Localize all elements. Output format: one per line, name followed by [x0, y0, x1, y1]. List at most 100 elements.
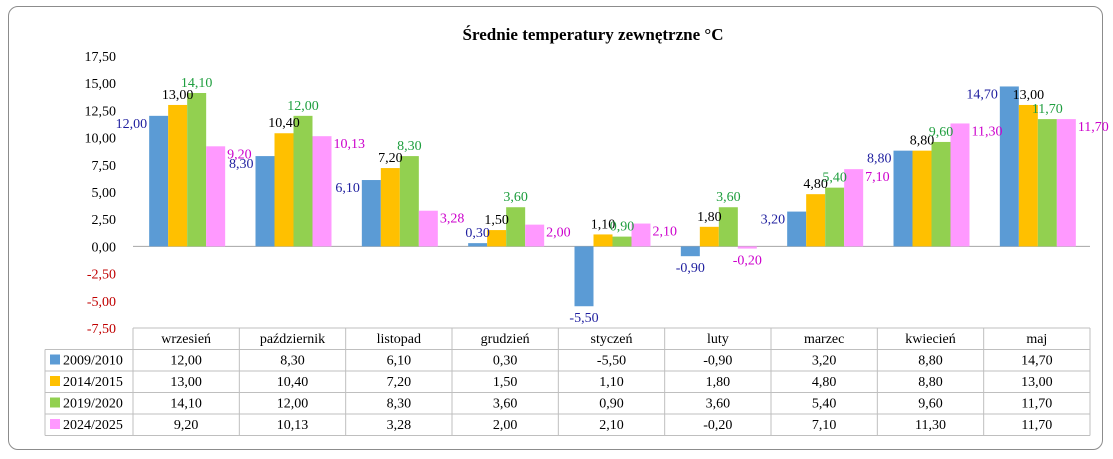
y-tick-label: 2,50 — [92, 213, 117, 228]
bar — [825, 187, 845, 247]
bar — [680, 246, 700, 257]
table-cell: 7,10 — [812, 418, 837, 433]
category-label: styczeń — [591, 332, 633, 347]
bar — [487, 230, 507, 247]
data-label: 10,40 — [268, 116, 300, 131]
data-label: 13,00 — [162, 88, 194, 103]
bar — [312, 136, 332, 247]
data-label: 12,00 — [287, 99, 319, 114]
y-tick-label: -2,50 — [87, 268, 116, 283]
bar — [1037, 119, 1057, 247]
table-cell: 3,28 — [387, 418, 412, 433]
bar — [912, 150, 932, 247]
category-label: maj — [1026, 332, 1047, 347]
table-cell: 2,00 — [493, 418, 518, 433]
data-label: 10,13 — [334, 137, 366, 152]
table-cell: 1,80 — [706, 375, 731, 390]
data-label: 0,90 — [610, 220, 635, 235]
table-cell: 3,60 — [493, 397, 518, 412]
y-tick-label: 0,00 — [92, 240, 117, 255]
bar — [361, 180, 381, 247]
category-label: listopad — [377, 332, 421, 347]
table-cell: 11,70 — [1021, 397, 1052, 412]
bar — [593, 234, 613, 247]
bar — [718, 207, 738, 247]
data-label: 8,80 — [910, 134, 935, 149]
table-cell: 11,30 — [915, 418, 946, 433]
bar — [525, 224, 545, 247]
data-label: 9,60 — [929, 125, 954, 140]
legend-entry: 2024/2025 — [63, 418, 123, 433]
data-label: 3,60 — [716, 190, 741, 205]
data-label: 12,00 — [116, 117, 148, 132]
table-cell: 12,00 — [170, 354, 202, 369]
legend-swatch — [50, 354, 60, 365]
table-cell: 13,00 — [1021, 375, 1053, 390]
table-cell: 10,40 — [277, 375, 309, 390]
bar — [506, 207, 526, 247]
table-cell: 9,60 — [918, 397, 943, 412]
legend-entry: 2009/2010 — [63, 354, 123, 369]
data-label: 1,10 — [591, 217, 616, 232]
legend-swatch — [50, 376, 60, 386]
chart-title: Średnie temperatury zewnętrzne °C — [463, 25, 724, 44]
y-tick-label: 12,50 — [85, 104, 117, 119]
bar — [574, 246, 594, 307]
data-label: 2,10 — [653, 225, 678, 240]
data-label: 8,30 — [229, 157, 254, 172]
category-label: kwiecień — [905, 332, 956, 347]
table-cell: 2,10 — [599, 418, 624, 433]
bar — [631, 223, 651, 247]
table-cell: 1,50 — [493, 375, 518, 390]
data-label: 6,10 — [335, 181, 360, 196]
data-label: 0,30 — [465, 226, 490, 241]
bar — [187, 92, 207, 247]
table-cell: 0,90 — [599, 397, 624, 412]
legend-entry: 2019/2020 — [63, 397, 123, 412]
data-label: 4,80 — [803, 177, 828, 192]
table-cell: 3,60 — [706, 397, 731, 412]
bar — [149, 115, 169, 247]
table-cell: 0,30 — [493, 354, 518, 369]
data-label: 11,30 — [972, 124, 1003, 139]
bar — [893, 150, 913, 247]
y-tick-label: 15,00 — [85, 77, 117, 92]
y-tick-label: 5,00 — [92, 186, 117, 201]
table-cell: 13,00 — [170, 375, 202, 390]
bar — [1056, 119, 1076, 247]
bar — [468, 243, 488, 247]
category-label: grudzień — [481, 332, 530, 347]
data-label: 8,80 — [867, 152, 892, 167]
data-label: 8,30 — [397, 139, 422, 154]
data-label: 3,28 — [440, 212, 465, 227]
y-tick-label: -7,50 — [87, 322, 116, 337]
table-cell: 12,00 — [277, 397, 309, 412]
table-cell: 8,80 — [918, 354, 943, 369]
table-cell: -5,50 — [597, 354, 626, 369]
table-cell: 11,70 — [1021, 418, 1052, 433]
bar — [950, 123, 970, 247]
table-cell: 14,10 — [170, 397, 202, 412]
table-cell: 6,10 — [387, 354, 412, 369]
legend-entry: 2014/2015 — [63, 375, 123, 390]
bar — [168, 104, 188, 247]
y-tick-label: -5,00 — [87, 295, 116, 310]
bar — [931, 141, 951, 247]
bar — [999, 86, 1019, 247]
category-label: marzec — [804, 332, 844, 347]
bar — [612, 236, 632, 247]
table-cell: 9,20 — [174, 418, 199, 433]
table-cell: 14,70 — [1021, 354, 1053, 369]
table-cell: 8,30 — [280, 354, 305, 369]
data-label: -0,20 — [733, 254, 762, 269]
bar — [255, 156, 275, 247]
bars — [149, 86, 1076, 307]
bar — [737, 246, 757, 249]
data-label: -0,90 — [676, 261, 705, 276]
y-tick-label: 10,00 — [85, 132, 117, 147]
table-cell: 10,13 — [277, 418, 309, 433]
y-tick-label: 7,50 — [92, 159, 117, 174]
category-label: październik — [260, 332, 325, 347]
category-label: luty — [707, 332, 729, 347]
table-cell: 8,80 — [918, 375, 943, 390]
